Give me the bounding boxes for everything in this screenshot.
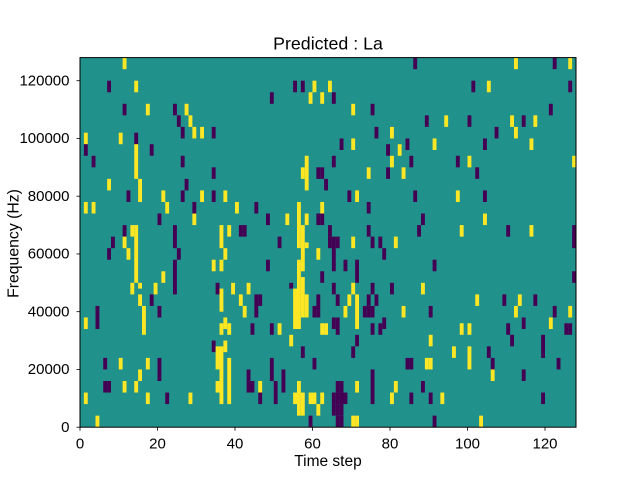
- svg-text:0: 0: [61, 419, 69, 436]
- svg-text:Frequency (Hz): Frequency (Hz): [5, 189, 22, 298]
- svg-text:100000: 100000: [19, 130, 69, 147]
- svg-text:40: 40: [227, 435, 244, 452]
- svg-text:80: 80: [382, 435, 399, 452]
- svg-text:60: 60: [304, 435, 321, 452]
- svg-text:80000: 80000: [28, 188, 70, 205]
- svg-text:Time step: Time step: [294, 453, 361, 470]
- svg-text:0: 0: [76, 435, 84, 452]
- svg-text:120: 120: [532, 435, 557, 452]
- svg-text:120000: 120000: [19, 72, 69, 89]
- svg-text:100: 100: [455, 435, 480, 452]
- svg-text:20: 20: [149, 435, 166, 452]
- svg-text:40000: 40000: [28, 303, 70, 320]
- svg-text:20000: 20000: [28, 361, 70, 378]
- svg-text:Predicted : La: Predicted : La: [273, 34, 383, 54]
- svg-text:60000: 60000: [28, 246, 70, 263]
